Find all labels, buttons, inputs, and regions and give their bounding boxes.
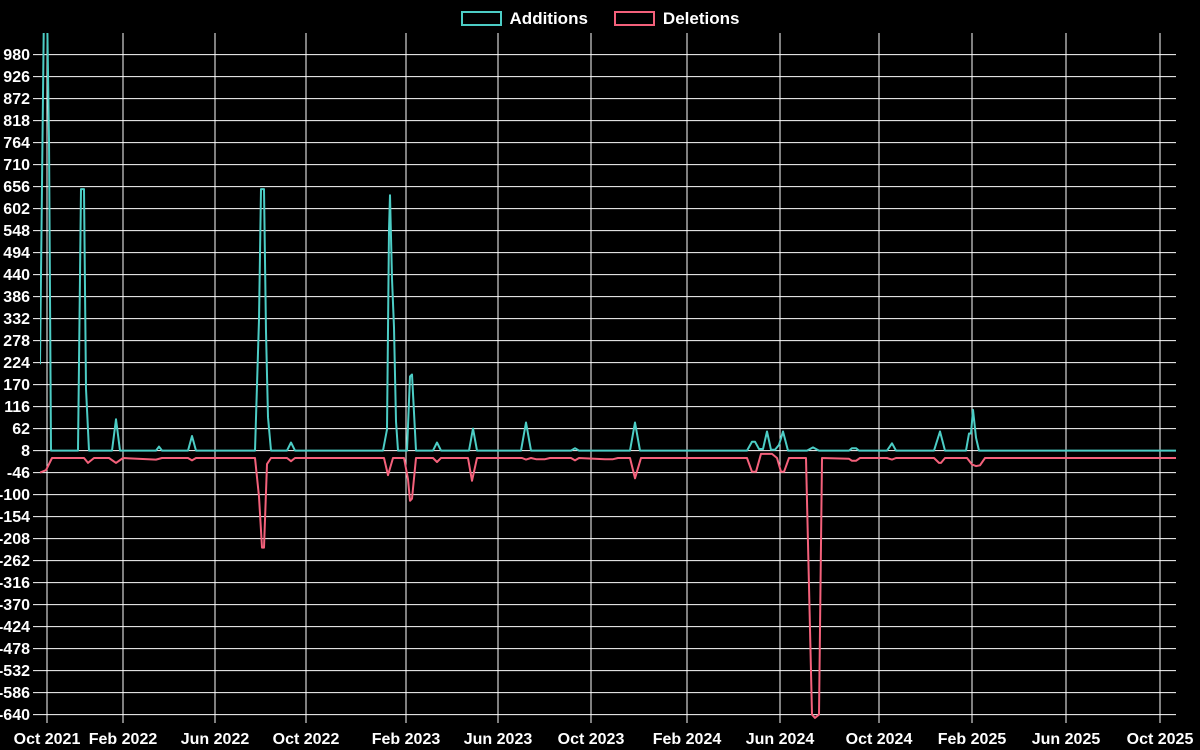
y-tick-label: 386 xyxy=(3,289,30,306)
y-tick-label: -532 xyxy=(0,663,30,680)
y-tick-label: -586 xyxy=(0,685,30,702)
x-tick-label: Oct 2024 xyxy=(846,731,913,748)
series-line-additions xyxy=(40,33,1176,452)
y-tick-label: 602 xyxy=(3,201,30,218)
x-tick-label: Feb 2023 xyxy=(372,731,441,748)
y-tick-label: -46 xyxy=(7,465,30,482)
y-tick-label: -424 xyxy=(0,619,30,636)
x-tick-label: Jun 2024 xyxy=(746,731,815,748)
y-tick-label: 872 xyxy=(3,91,30,108)
chart-legend: Additions Deletions xyxy=(0,6,1200,30)
y-tick-label: -154 xyxy=(0,509,30,526)
x-tick-label: Jun 2023 xyxy=(464,731,533,748)
y-tick-label: -100 xyxy=(0,487,30,504)
y-tick-label: -316 xyxy=(0,575,30,592)
x-tick-label: Oct 2023 xyxy=(558,731,625,748)
y-tick-label: 548 xyxy=(3,223,30,240)
deletions-swatch-icon xyxy=(613,10,655,26)
y-tick-label: 224 xyxy=(3,355,30,372)
y-tick-label: 656 xyxy=(3,179,30,196)
y-tick-label: 332 xyxy=(3,311,30,328)
legend-item-additions[interactable]: Additions xyxy=(460,8,588,28)
y-tick-label: -370 xyxy=(0,597,30,614)
x-tick-label: Feb 2024 xyxy=(653,731,722,748)
x-tick-label: Oct 2021 xyxy=(14,731,81,748)
x-tick-label: Feb 2022 xyxy=(89,731,158,748)
legend-label-additions: Additions xyxy=(509,8,588,28)
y-tick-label: -208 xyxy=(0,531,30,548)
y-tick-label: 170 xyxy=(3,377,30,394)
x-tick-label: Jun 2022 xyxy=(181,731,250,748)
x-tick-label: Oct 2022 xyxy=(273,731,340,748)
x-tick-label: Feb 2025 xyxy=(938,731,1007,748)
y-tick-label: 764 xyxy=(3,135,30,152)
legend-label-deletions: Deletions xyxy=(662,8,740,28)
y-tick-label: 278 xyxy=(3,333,30,350)
y-tick-label: -262 xyxy=(0,553,30,570)
y-tick-label: 710 xyxy=(3,157,30,174)
y-tick-label: 818 xyxy=(3,113,30,130)
y-tick-label: 980 xyxy=(3,47,30,64)
y-tick-label: -640 xyxy=(0,707,30,724)
y-tick-label: 116 xyxy=(4,399,30,416)
y-tick-label: 440 xyxy=(3,267,30,284)
y-tick-label: 62 xyxy=(12,421,30,438)
legend-item-deletions[interactable]: Deletions xyxy=(613,8,740,28)
x-tick-label: Jun 2025 xyxy=(1032,731,1101,748)
additions-swatch-icon xyxy=(460,10,502,26)
y-tick-label: 926 xyxy=(3,69,30,86)
y-tick-label: 494 xyxy=(3,245,30,262)
y-tick-label: 8 xyxy=(21,443,30,460)
x-tick-label: Oct 2025 xyxy=(1127,731,1194,748)
series-line-deletions xyxy=(40,452,1176,719)
y-tick-label: -478 xyxy=(0,641,30,658)
